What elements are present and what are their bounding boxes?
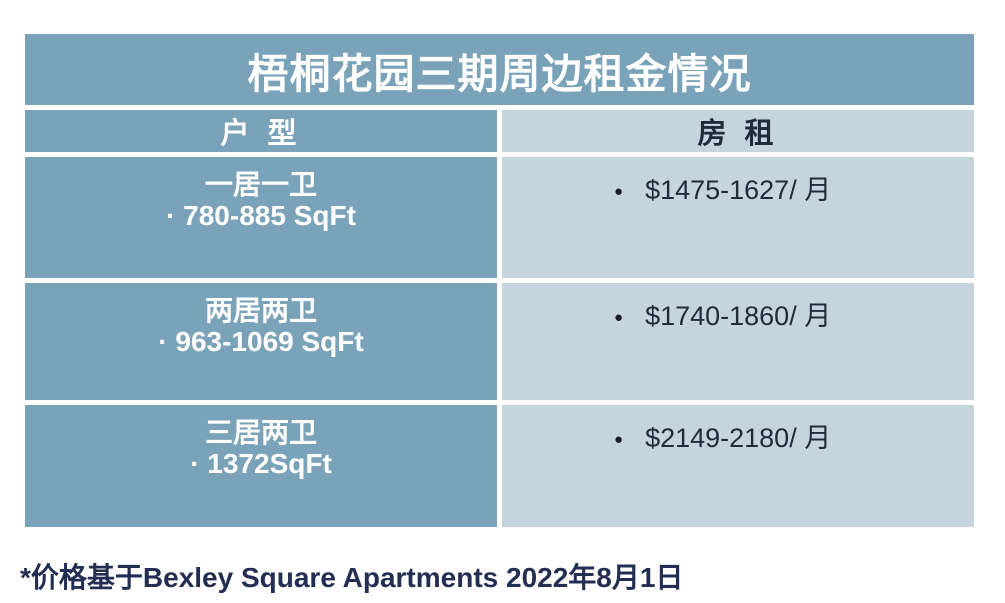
rent-value: $1475-1627/ 月	[645, 175, 832, 205]
table-row-three-bed: 三居两卫 · 1372SqFt ● $2149-2180/ 月	[25, 405, 974, 527]
unit-type-label: 三居两卫	[204, 417, 317, 448]
rent-value: $1740-1860/ 月	[645, 301, 832, 331]
bullet-icon: ●	[614, 309, 624, 326]
rent-cell: ● $1740-1860/ 月	[502, 283, 974, 400]
header-row: 户 型 房 租	[25, 110, 974, 152]
unit-type-label: 一居一卫	[204, 169, 317, 200]
unit-type-cell: 两居两卫 · 963-1069 SqFt	[25, 283, 497, 400]
unit-type-cell: 三居两卫 · 1372SqFt	[25, 405, 497, 527]
rent-value: $2149-2180/ 月	[645, 423, 832, 453]
rent-cell: ● $1475-1627/ 月	[502, 157, 974, 278]
column-header-rent: 房 租	[502, 110, 974, 152]
bullet-icon: ●	[614, 183, 624, 200]
table-title: 梧桐花园三期周边租金情况	[25, 34, 974, 105]
footnote: *价格基于Bexley Square Apartments 2022年8月1日	[20, 562, 684, 593]
rent-cell: ● $2149-2180/ 月	[502, 405, 974, 527]
rent-table: 梧桐花园三期周边租金情况 户 型 房 租 一居一卫 · 780-885 SqFt…	[25, 34, 974, 527]
table-row-one-bed: 一居一卫 · 780-885 SqFt ● $1475-1627/ 月	[25, 157, 974, 278]
table-row-two-bed: 两居两卫 · 963-1069 SqFt ● $1740-1860/ 月	[25, 283, 974, 400]
unit-type-cell: 一居一卫 · 780-885 SqFt	[25, 157, 497, 278]
unit-type-label: 两居两卫	[204, 295, 317, 326]
unit-size-label: · 780-885 SqFt	[166, 200, 356, 231]
bullet-icon: ●	[614, 431, 624, 448]
unit-size-label: · 1372SqFt	[190, 448, 332, 479]
column-header-unit-type: 户 型	[25, 110, 497, 152]
unit-size-label: · 963-1069 SqFt	[158, 326, 364, 357]
